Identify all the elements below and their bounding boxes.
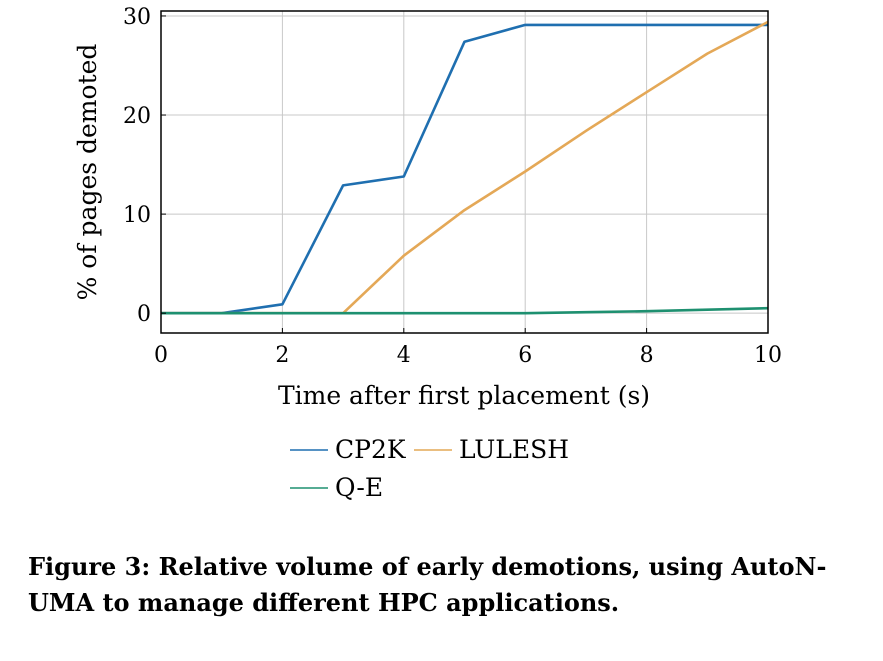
grid (160, 11, 769, 333)
x-tick-label: 0 (154, 343, 168, 368)
legend: CP2K LULESH Q-E (290, 435, 569, 502)
x-tick-label: 2 (275, 343, 289, 368)
series-line-lulesh (161, 20, 769, 315)
x-tick-label: 10 (754, 343, 782, 368)
series-line-cp2k (161, 23, 768, 315)
y-tick-label: 20 (123, 104, 151, 129)
legend-label-q-e: Q-E (335, 473, 383, 502)
x-axis-label: Time after first placement (s) (278, 381, 650, 410)
series-layer (161, 20, 769, 315)
figure-caption: Figure 3: Relative volume of early demot… (28, 552, 827, 617)
x-tick-label: 4 (397, 343, 411, 368)
x-tick-label: 6 (518, 343, 532, 368)
y-tick-label: 30 (123, 5, 151, 30)
y-axis-label: % of pages demoted (73, 44, 102, 301)
plot-area-frame (160, 10, 769, 334)
y-tick-label: 10 (123, 203, 151, 228)
ticks: 0 2 4 6 8 10 0 10 20 30 (123, 5, 782, 368)
chart: 0 2 4 6 8 10 0 10 20 30 Time after first placemen… (73, 5, 782, 502)
y-tick-label: 0 (137, 302, 151, 327)
legend-label-lulesh: LULESH (459, 435, 569, 464)
series-line-q-e (161, 306, 769, 315)
x-tick-label: 8 (640, 343, 654, 368)
legend-label-cp2k: CP2K (335, 435, 407, 464)
